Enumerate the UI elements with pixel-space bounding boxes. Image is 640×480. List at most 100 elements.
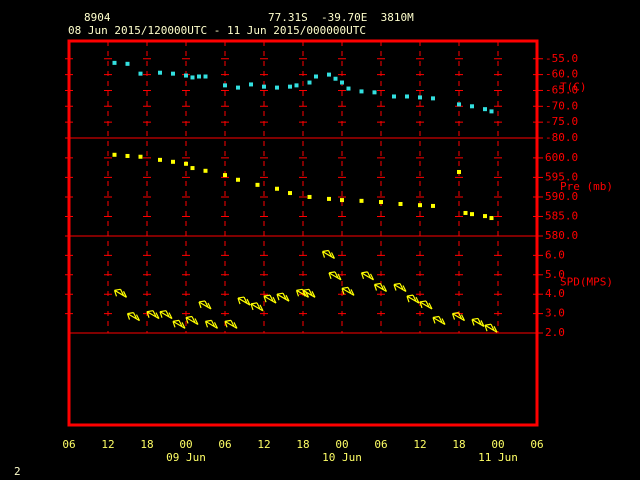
marker: [327, 72, 331, 77]
x-tick-label: 06: [218, 438, 231, 451]
wind-arrow: [295, 288, 310, 298]
wind-arrow: [484, 323, 498, 333]
y-tick-label: 595.0: [545, 170, 578, 183]
wind-arrow: [159, 310, 173, 320]
marker: [255, 182, 260, 187]
wind-arrow: [321, 249, 336, 260]
marker: [249, 82, 253, 87]
marker: [431, 96, 435, 101]
y-tick-label: -55.0: [545, 52, 578, 65]
x-tick-label: 06: [530, 438, 543, 451]
marker: [314, 74, 318, 79]
marker: [288, 84, 292, 89]
date-label: 09 Jun: [166, 451, 206, 464]
marker: [372, 90, 377, 95]
marker: [333, 76, 338, 81]
marker: [457, 169, 461, 174]
wind-arrow: [172, 319, 186, 329]
marker: [483, 214, 487, 219]
date-label: 10 Jun: [322, 451, 362, 464]
x-tick-label: 18: [452, 438, 465, 451]
marker: [288, 191, 292, 196]
wind-arrow: [250, 302, 264, 312]
marker: [275, 186, 279, 191]
y-tick-label: -65.0: [545, 83, 578, 96]
marker: [190, 166, 195, 171]
marker: [184, 161, 188, 166]
y-axis-label: SPD(MPS): [560, 276, 613, 289]
wind-arrow: [224, 319, 238, 329]
marker: [236, 85, 240, 90]
y-tick-label: 2.0: [545, 326, 565, 339]
marker: [236, 177, 240, 182]
y-tick-label: -60.0: [545, 68, 578, 81]
marker: [112, 152, 117, 157]
marker: [463, 210, 468, 215]
marker: [483, 107, 487, 112]
marker: [392, 94, 396, 99]
wind-arrow: [341, 286, 355, 296]
x-tick-label: 12: [413, 438, 426, 451]
x-tick-label: 18: [140, 438, 153, 451]
marker: [431, 203, 435, 208]
x-tick-label: 06: [62, 438, 75, 451]
y-tick-label: 590.0: [545, 190, 578, 203]
wind-arrow: [406, 294, 420, 304]
wind-arrow: [204, 319, 219, 329]
marker: [197, 74, 201, 79]
marker: [346, 86, 351, 91]
y-tick-label: -80.0: [545, 131, 578, 144]
x-tick-label: 12: [101, 438, 114, 451]
y-tick-label: 3.0: [545, 307, 565, 320]
y-tick-label: 4.0: [545, 287, 565, 300]
marker: [405, 94, 409, 99]
y-tick-label: -75.0: [545, 115, 578, 128]
marker: [190, 75, 195, 80]
page-number: 2: [14, 465, 21, 478]
marker: [125, 61, 130, 66]
wind-arrow: [419, 300, 433, 310]
marker: [457, 102, 461, 107]
wind-arrow: [373, 282, 388, 293]
wind-arrow: [146, 310, 160, 320]
wind-arrow: [302, 288, 316, 298]
station-location: 77.31S -39.70E 3810M: [268, 11, 414, 24]
marker: [327, 196, 331, 201]
wind-arrow: [237, 296, 251, 306]
wind-arrow: [263, 294, 277, 304]
wind-arrow: [432, 315, 446, 325]
marker: [223, 83, 227, 88]
station-id: 8904: [84, 11, 111, 24]
x-tick-label: 00: [179, 438, 192, 451]
wind-arrow: [113, 288, 128, 298]
y-axis-label: T(C): [560, 81, 587, 94]
marker: [307, 80, 312, 85]
marker: [184, 73, 188, 78]
marker: [470, 104, 474, 109]
marker: [171, 71, 175, 76]
marker: [203, 74, 208, 79]
marker: [262, 84, 266, 89]
marker: [223, 173, 227, 178]
marker: [158, 157, 162, 162]
marker: [203, 168, 208, 173]
marker: [489, 109, 494, 114]
marker: [359, 198, 364, 203]
wind-arrow: [393, 282, 407, 293]
marker: [112, 60, 117, 65]
y-tick-label: 600.0: [545, 151, 578, 164]
marker: [489, 216, 494, 221]
x-tick-label: 12: [257, 438, 270, 451]
y-tick-label: 585.0: [545, 209, 578, 222]
period: 08 Jun 2015/120000UTC - 11 Jun 2015/0000…: [68, 24, 366, 37]
y-tick-label: 580.0: [545, 229, 578, 242]
x-tick-label: 18: [296, 438, 309, 451]
marker: [359, 89, 364, 94]
marker: [418, 95, 422, 100]
marker: [340, 198, 344, 203]
y-tick-label: -70.0: [545, 99, 578, 112]
marker: [418, 203, 422, 208]
marker: [275, 85, 279, 90]
marker: [171, 159, 175, 164]
